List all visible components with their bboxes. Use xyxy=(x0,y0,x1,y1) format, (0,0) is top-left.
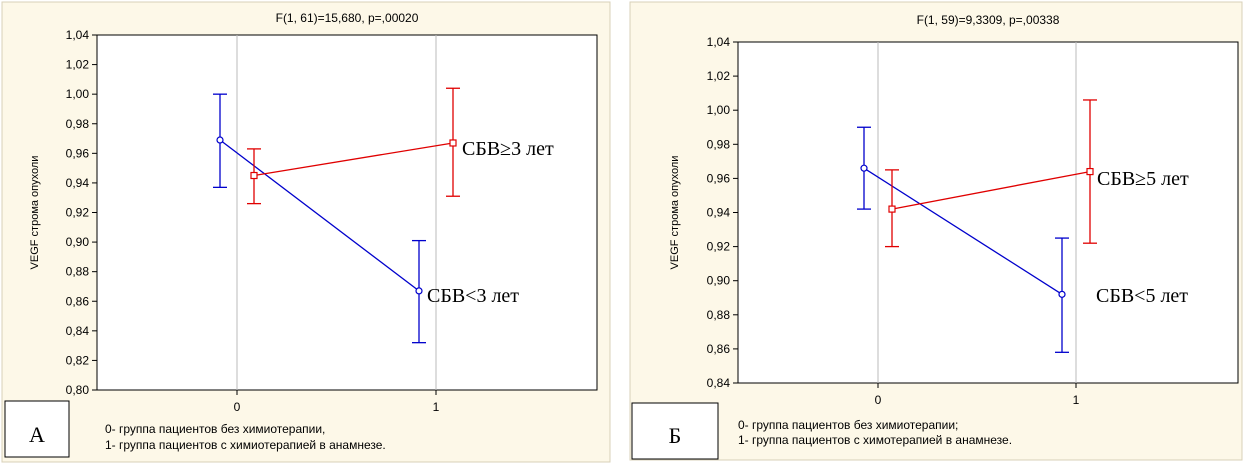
series-line xyxy=(219,139,420,292)
data-point xyxy=(216,136,224,144)
y-tick-label: 0,80 xyxy=(66,383,90,397)
series-line xyxy=(863,167,1063,295)
chart-title: F(1, 61)=15,680, p=,00020 xyxy=(276,11,419,25)
y-tick-label: 0,94 xyxy=(707,206,731,220)
y-tick-label: 0,96 xyxy=(707,171,731,185)
y-tick-label: 0,92 xyxy=(707,240,731,254)
series-line xyxy=(253,142,454,177)
y-tick-label: 0,84 xyxy=(707,376,731,390)
chart-panel-b: F(1, 59)=9,3309, p=,00338 VEGF строма опу… xyxy=(628,0,1244,463)
panel-letter-box xyxy=(4,400,70,458)
legend-note: 0- группа пациентов без химиотерапии, xyxy=(105,422,325,436)
data-point xyxy=(250,171,258,180)
y-axis-label: VEGF строма опухоли xyxy=(29,156,41,270)
series-label: СБВ≥3 лет xyxy=(462,138,554,160)
y-tick-label: 1,04 xyxy=(66,28,90,42)
y-tick-label: 0,96 xyxy=(66,146,90,160)
y-tick-label: 1,02 xyxy=(707,69,731,83)
legend-note: 1- группа пациентов с химиотерапией в ан… xyxy=(105,438,386,452)
y-tick-label: 0,84 xyxy=(66,324,90,338)
data-point xyxy=(1058,290,1066,298)
y-tick-label: 0,98 xyxy=(707,137,731,151)
y-tick-label: 0,86 xyxy=(66,294,90,308)
y-tick-label: 1,00 xyxy=(66,87,90,101)
y-tick-label: 1,04 xyxy=(707,35,731,49)
plot-area xyxy=(737,41,1239,384)
data-point xyxy=(415,287,423,295)
y-tick-label: 0,90 xyxy=(707,274,731,288)
data-point xyxy=(449,139,457,147)
y-tick-label: 0,98 xyxy=(66,117,90,131)
data-point xyxy=(1086,167,1094,176)
chart-panel-a: F(1, 61)=15,680, p=,00020 VEGF строма опу… xyxy=(0,0,612,463)
panel-letter: А xyxy=(29,422,45,447)
y-tick-label: 0,88 xyxy=(66,265,90,279)
series-label: СБВ<5 лет xyxy=(1096,285,1188,307)
legend-note: 0- группа пациентов без химиотерапии; xyxy=(738,418,958,432)
y-tick-label: 0,86 xyxy=(707,342,731,356)
data-point xyxy=(888,205,896,213)
y-axis-label: VEGF строма опухоли xyxy=(669,156,681,270)
y-tick-label: 1,00 xyxy=(707,103,731,117)
series-label: СБВ<3 лет xyxy=(427,285,519,307)
panel-letter-box xyxy=(631,402,719,460)
series-label: СБВ≥5 лет xyxy=(1097,168,1189,190)
y-tick-label: 1,02 xyxy=(66,58,90,72)
chart-title: F(1, 59)=9,3309, p=,00338 xyxy=(917,13,1060,27)
y-tick-label: 0,94 xyxy=(66,176,90,190)
y-tick-label: 0,92 xyxy=(66,206,90,220)
chart-a: F(1, 61)=15,680, p=,00020 VEGF строма опу… xyxy=(1,1,611,463)
plot-area xyxy=(96,34,598,391)
x-tick-label: 1 xyxy=(1073,393,1080,407)
data-point xyxy=(860,164,868,172)
series-line xyxy=(891,170,1091,210)
x-tick-label: 0 xyxy=(234,400,241,414)
y-tick-label: 0,88 xyxy=(707,308,731,322)
chart-b: F(1, 59)=9,3309, p=,00338 VEGF строма опу… xyxy=(629,1,1243,461)
y-tick-label: 0,82 xyxy=(66,353,90,367)
y-tick-label: 0,90 xyxy=(66,235,90,249)
legend-note: 1- группа пациентов с химотерапией в ана… xyxy=(738,433,1012,447)
x-tick-label: 1 xyxy=(433,400,440,414)
panel-letter: Б xyxy=(669,423,682,448)
x-tick-label: 0 xyxy=(875,393,882,407)
